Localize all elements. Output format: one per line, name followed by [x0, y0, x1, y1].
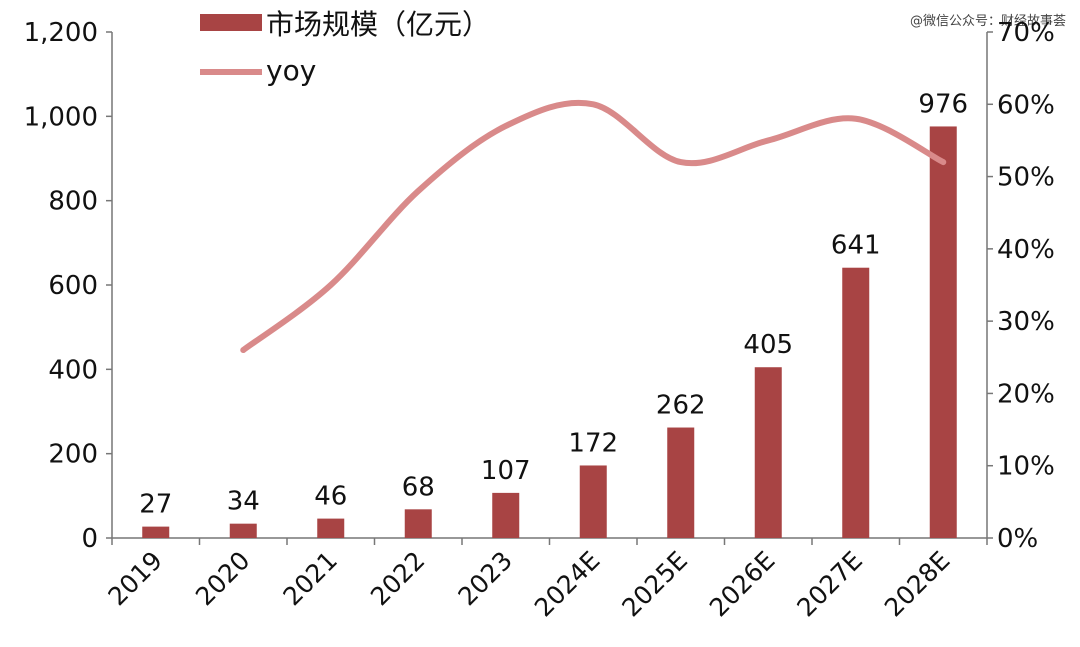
watermark-text: @微信公众号：财经故事荟	[909, 14, 1066, 29]
axes	[106, 31, 993, 545]
x-tick-label: 2028E	[879, 546, 956, 623]
right-y-tick-label: 50%	[997, 163, 1055, 193]
yoy-line	[240, 99, 947, 354]
x-tick-label: 2022	[365, 546, 430, 611]
bar-data-label: 107	[481, 456, 531, 486]
legend: 市场规模（亿元） yoy	[200, 8, 490, 87]
bar-data-label: 68	[402, 472, 435, 502]
legend-label-line: yoy	[266, 54, 316, 87]
bar-data-label: 27	[139, 490, 172, 520]
right-y-tick-label: 20%	[997, 379, 1055, 409]
bar	[929, 126, 957, 538]
left-y-tick-label: 600	[48, 271, 98, 301]
legend-swatch-bar	[200, 14, 262, 31]
left-y-tick-labels: 0 200 400 600 800 1,000 1,200	[24, 18, 98, 554]
x-tick-label: 2026E	[704, 546, 781, 623]
bar-data-label: 976	[918, 89, 968, 119]
right-y-tick-label: 30%	[997, 307, 1055, 337]
x-tick-label: 2024E	[529, 546, 606, 623]
bar	[842, 267, 870, 538]
bar-series	[142, 126, 957, 538]
right-y-tick-label: 40%	[997, 235, 1055, 265]
bar	[142, 526, 170, 538]
bar	[579, 465, 607, 538]
legend-label-bar: 市场规模（亿元）	[266, 8, 490, 41]
left-y-tick-label: 1,200	[24, 18, 98, 48]
left-y-tick-label: 1,000	[24, 102, 98, 132]
bar	[754, 367, 782, 538]
bar-data-label: 262	[656, 391, 706, 421]
bar	[229, 523, 257, 538]
right-y-tick-label: 60%	[997, 90, 1055, 120]
x-tick-label: 2019	[102, 546, 167, 611]
left-y-tick-label: 200	[48, 440, 98, 470]
bar	[317, 518, 345, 538]
x-tick-label: 2020	[190, 546, 255, 611]
bar	[404, 509, 432, 538]
x-tick-label: 2025E	[616, 546, 693, 623]
x-tick-label: 2027E	[791, 546, 868, 623]
right-y-tick-label: 0%	[997, 524, 1038, 554]
yoy-line-series	[240, 99, 947, 354]
bar-data-label: 34	[227, 487, 260, 517]
bar-data-label: 641	[831, 231, 881, 261]
bar-data-labels: 27 34 46 68 107 172 262 405 641 976	[139, 89, 968, 519]
right-y-tick-labels: 0% 10% 20% 30% 40% 50% 60% 70%	[997, 18, 1055, 554]
bar	[492, 492, 520, 538]
right-y-tick-label: 70%	[997, 18, 1055, 48]
bar-data-label: 172	[568, 428, 618, 458]
x-tick-label: 2023	[452, 546, 517, 611]
bar	[667, 427, 695, 538]
bar-data-label: 405	[743, 330, 793, 360]
right-y-tick-label: 10%	[997, 452, 1055, 482]
left-y-tick-label: 400	[48, 355, 98, 385]
left-y-tick-label: 0	[81, 524, 98, 554]
x-tick-labels: 2019 2020 2021 2022 2023 2024E 2025E 2026E 2027E…	[102, 546, 955, 623]
left-y-tick-label: 800	[48, 187, 98, 217]
bar-data-label: 46	[314, 482, 347, 512]
x-tick-label: 2021	[277, 546, 342, 611]
